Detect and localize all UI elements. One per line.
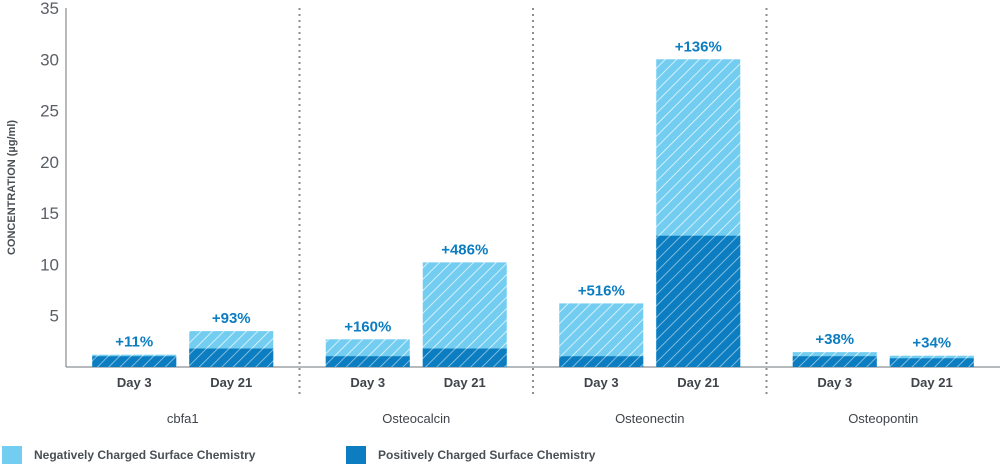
x-tick-label: Day 21 [911, 375, 953, 390]
y-tick-label: 15 [40, 204, 59, 223]
y-tick-label: 20 [40, 153, 59, 172]
data-label: +11% [115, 334, 153, 351]
x-tick-label: Day 21 [677, 375, 719, 390]
x-tick-label: Day 3 [350, 375, 385, 390]
legend-label-positive: Positively Charged Surface Chemistry [378, 448, 596, 462]
data-label: +486% [441, 241, 488, 258]
group-label: Osteocalcin [382, 411, 450, 426]
y-tick-label: 5 [50, 307, 59, 326]
group-label: Osteonectin [615, 411, 684, 426]
group-label: cbfa1 [167, 411, 199, 426]
data-label: +516% [578, 282, 625, 299]
y-tick-label: 35 [40, 0, 59, 18]
x-tick-label: Day 21 [444, 375, 486, 390]
bar-positive [656, 235, 741, 367]
y-axis-label: CONCENTRATION (µg/ml) [6, 120, 18, 255]
bar-positive [422, 348, 507, 367]
data-label: +38% [815, 331, 854, 348]
x-tick-label: Day 3 [817, 375, 852, 390]
data-label: +34% [912, 335, 951, 352]
chart-svg: 5 10 15 20 25 30 35 CONCENTRATION (µg/ml) cbfa1 +… [6, 0, 1000, 426]
data-label: +136% [675, 38, 722, 55]
legend-label-negative: Negatively Charged Surface Chemistry [34, 448, 256, 462]
legend-swatch-negative [2, 446, 22, 464]
y-tick-label: 10 [40, 255, 59, 274]
legend-swatch-positive [346, 446, 366, 464]
data-label: +160% [344, 318, 391, 335]
y-tick-label: 30 [40, 50, 59, 69]
legend-item-positive: Positively Charged Surface Chemistry [346, 446, 595, 464]
bar-positive [889, 358, 974, 367]
bar-positive [325, 356, 410, 367]
bar-positive [189, 348, 274, 367]
x-tick-label: Day 21 [210, 375, 252, 390]
bar-positive [559, 356, 644, 367]
y-tick-label: 25 [40, 102, 59, 121]
bar-positive [792, 356, 877, 367]
bar-positive [92, 356, 177, 367]
x-tick-label: Day 3 [584, 375, 619, 390]
legend-item-negative: Negatively Charged Surface Chemistry [2, 446, 255, 464]
x-tick-label: Day 3 [117, 375, 152, 390]
data-label: +93% [212, 310, 251, 327]
group-label: Osteopontin [848, 411, 918, 426]
